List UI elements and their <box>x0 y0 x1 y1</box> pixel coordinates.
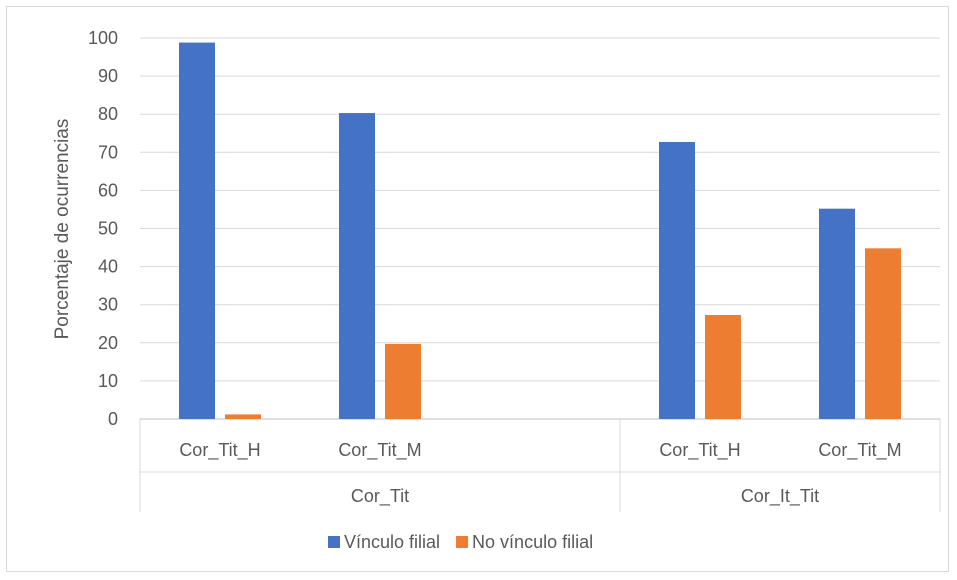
x-tick-label: Cor_Tit_M <box>818 440 901 461</box>
gridlines <box>140 37 940 420</box>
y-tick-label: 20 <box>98 333 118 353</box>
legend: Vínculo filial No vínculo filial <box>328 532 593 552</box>
x-group-label: Cor_It_Tit <box>741 486 819 507</box>
y-axis-ticks: 0 10 20 30 40 50 60 70 80 90 100 <box>88 28 118 429</box>
legend-swatch <box>328 536 340 548</box>
legend-label: No vínculo filial <box>472 532 593 552</box>
bar <box>705 314 741 419</box>
y-tick-label: 60 <box>98 180 118 200</box>
bar <box>385 343 421 419</box>
y-tick-label: 90 <box>98 66 118 86</box>
bar <box>339 113 375 419</box>
legend-swatch <box>456 536 469 548</box>
y-tick-label: 30 <box>98 295 118 315</box>
y-tick-label: 10 <box>98 371 118 391</box>
bar <box>659 142 695 419</box>
bar <box>819 208 855 419</box>
x-group-label: Cor_Tit <box>351 486 409 507</box>
bars <box>179 42 901 420</box>
x-tick-label: Cor_Tit_H <box>659 440 740 461</box>
y-tick-label: 80 <box>98 104 118 124</box>
x-axis: Cor_Tit_H Cor_Tit_M Cor_Tit_H Cor_Tit_M Cor_… <box>139 419 941 512</box>
y-axis-label: Porcentaje de ocurrencias <box>52 119 73 340</box>
x-tick-label: Cor_Tit_M <box>338 440 421 461</box>
y-tick-label: 100 <box>88 28 118 48</box>
y-tick-label: 70 <box>98 142 118 162</box>
bar <box>865 248 901 419</box>
bar <box>179 42 215 420</box>
legend-label: Vínculo filial <box>344 532 440 552</box>
bar <box>225 414 261 419</box>
chart-frame <box>6 6 949 572</box>
y-tick-label: 40 <box>98 257 118 277</box>
x-tick-label: Cor_Tit_H <box>179 440 260 461</box>
y-tick-label: 50 <box>98 219 118 239</box>
y-tick-label: 0 <box>108 409 118 429</box>
